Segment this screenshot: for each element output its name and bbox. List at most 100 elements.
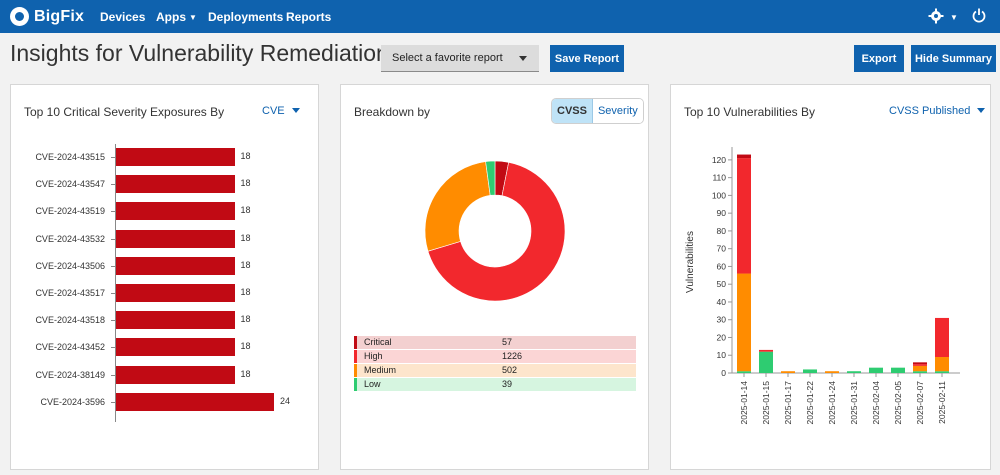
exposure-value-label: 18 bbox=[240, 341, 251, 352]
toggle-severity[interactable]: Severity bbox=[592, 99, 643, 123]
power-icon[interactable] bbox=[972, 8, 986, 27]
exposure-value-label: 18 bbox=[240, 287, 251, 297]
export-button[interactable]: Export bbox=[854, 45, 904, 72]
stack-segment-medium[interactable] bbox=[781, 371, 795, 373]
x-tick-label: 2025-01-15 bbox=[761, 381, 771, 425]
exposure-bar[interactable] bbox=[116, 392, 274, 411]
vulnerabilities-title: Top 10 Vulnerabilities By bbox=[684, 105, 815, 119]
vulnerabilities-dropdown[interactable]: CVSS Published bbox=[889, 105, 986, 117]
save-report-button[interactable]: Save Report bbox=[550, 45, 624, 72]
legend-value: 1226 bbox=[502, 351, 523, 361]
legend-row-critical: Critical 57 bbox=[354, 336, 636, 349]
stack-segment-high[interactable] bbox=[759, 349, 773, 352]
exposure-value-label: 18 bbox=[240, 178, 251, 189]
stack-segment-medium[interactable] bbox=[913, 365, 927, 372]
exposure-bar[interactable] bbox=[116, 202, 235, 221]
exposure-bar[interactable] bbox=[116, 256, 235, 275]
stack-segment-low[interactable] bbox=[759, 351, 773, 373]
exposure-bar[interactable] bbox=[116, 365, 235, 384]
legend-swatch bbox=[354, 336, 357, 349]
y-tick-label: 80 bbox=[717, 226, 727, 236]
toggle-cvss[interactable]: CVSS bbox=[552, 99, 593, 123]
nav-reports[interactable]: Reports bbox=[286, 10, 332, 24]
nav-deployments[interactable]: Deployments bbox=[208, 10, 284, 24]
exposures-dropdown[interactable]: CVE bbox=[262, 105, 300, 117]
exposure-category-label: CVE-2024-43515 bbox=[35, 152, 105, 162]
hide-summary-button[interactable]: Hide Summary bbox=[911, 45, 996, 72]
exposure-axis-tick bbox=[111, 347, 115, 349]
exposure-axis-tick bbox=[111, 184, 115, 186]
exposure-bar[interactable] bbox=[116, 148, 235, 166]
exposures-title: Top 10 Critical Severity Exposures By bbox=[24, 105, 225, 119]
legend-label: Low bbox=[364, 379, 381, 389]
stack-segment-high[interactable] bbox=[935, 317, 949, 358]
exposure-category-label: CVE-2024-38149 bbox=[35, 369, 105, 380]
exposure-bar[interactable] bbox=[116, 229, 235, 248]
y-tick-label: 20 bbox=[717, 332, 727, 342]
x-tick-label: 2025-01-17 bbox=[783, 381, 793, 425]
exposure-category-label: CVE-2024-43547 bbox=[35, 179, 105, 190]
stack-segment-low[interactable] bbox=[935, 371, 949, 373]
chevron-down-icon bbox=[519, 56, 527, 61]
stack-segment-medium[interactable] bbox=[825, 371, 839, 373]
y-tick-label: 70 bbox=[717, 244, 727, 254]
legend-label: Medium bbox=[364, 365, 397, 375]
nav-apps[interactable]: Apps ▼ bbox=[156, 10, 197, 24]
stack-segment-high[interactable] bbox=[737, 158, 751, 274]
x-tick-label: 2025-02-05 bbox=[893, 381, 903, 425]
y-tick-label: 0 bbox=[721, 368, 726, 378]
stack-segment-low[interactable] bbox=[847, 371, 861, 373]
y-tick-label: 10 bbox=[717, 350, 727, 360]
exposure-bar[interactable] bbox=[116, 284, 235, 302]
stack-segment-low[interactable] bbox=[891, 367, 905, 373]
y-axis-label: Vulnerabilities bbox=[685, 231, 696, 293]
brand-name: BigFix bbox=[34, 7, 85, 25]
chevron-down-icon[interactable]: ▼ bbox=[950, 13, 958, 22]
exposure-category-label: CVE-2024-43518 bbox=[35, 315, 105, 326]
exposures-y-axis bbox=[115, 144, 116, 422]
donut-slice-low[interactable] bbox=[485, 160, 496, 196]
nav-devices[interactable]: Devices bbox=[100, 10, 146, 24]
page-title: Insights for Vulnerability Remediation bbox=[10, 40, 389, 66]
exposure-category-label: CVE-2024-43517 bbox=[35, 288, 105, 298]
chevron-down-icon bbox=[977, 108, 986, 113]
stack-segment-critical[interactable] bbox=[913, 362, 927, 365]
exposure-bar[interactable] bbox=[116, 311, 235, 330]
y-tick-label: 30 bbox=[717, 315, 727, 325]
stack-segment-medium[interactable] bbox=[935, 357, 949, 372]
donut-slice-high[interactable] bbox=[427, 161, 566, 302]
y-tick-label: 110 bbox=[712, 173, 726, 183]
y-tick-label: 40 bbox=[717, 297, 727, 307]
donut-slice-medium[interactable] bbox=[424, 161, 491, 252]
exposure-category-label: CVE-2024-3596 bbox=[40, 396, 105, 407]
exposure-value-label: 18 bbox=[240, 151, 251, 161]
exposure-bar[interactable] bbox=[116, 338, 235, 357]
stack-segment-low[interactable] bbox=[737, 371, 751, 373]
stack-segment-medium[interactable] bbox=[737, 273, 751, 372]
breakdown-title: Breakdown by bbox=[354, 105, 431, 119]
exposure-axis-tick bbox=[111, 157, 115, 158]
stack-segment-low[interactable] bbox=[803, 369, 817, 373]
exposure-bar[interactable] bbox=[116, 175, 235, 194]
legend-row-medium: Medium 502 bbox=[354, 364, 636, 377]
brand-logo[interactable]: BigFix bbox=[10, 7, 84, 26]
stack-segment-critical[interactable] bbox=[737, 154, 751, 159]
vulnerabilities-chart: Vulnerabilities 0 10 20 30 40 50 60 70 80 90 100 110… bbox=[685, 147, 960, 425]
legend-value: 39 bbox=[502, 379, 513, 389]
exposure-value-label: 18 bbox=[240, 368, 251, 379]
exposure-axis-tick bbox=[111, 238, 115, 240]
exposure-axis-tick bbox=[111, 401, 115, 403]
x-tick-label: 2025-01-14 bbox=[739, 381, 749, 425]
x-tick-label: 2025-01-31 bbox=[849, 381, 859, 425]
stack-segment-low[interactable] bbox=[869, 367, 883, 373]
gear-icon[interactable] bbox=[928, 8, 944, 28]
breakdown-toggle: CVSS Severity bbox=[551, 98, 644, 124]
stack-segment-high[interactable] bbox=[913, 364, 927, 366]
legend-swatch bbox=[354, 378, 357, 391]
stack-segment-low[interactable] bbox=[913, 371, 927, 373]
exposure-category-label: CVE-2024-43519 bbox=[35, 206, 105, 217]
exposure-axis-tick bbox=[111, 265, 115, 267]
legend-row-high: High 1226 bbox=[354, 350, 636, 363]
favorite-report-select[interactable]: Select a favorite report bbox=[381, 45, 539, 72]
legend-value: 502 bbox=[502, 365, 518, 375]
